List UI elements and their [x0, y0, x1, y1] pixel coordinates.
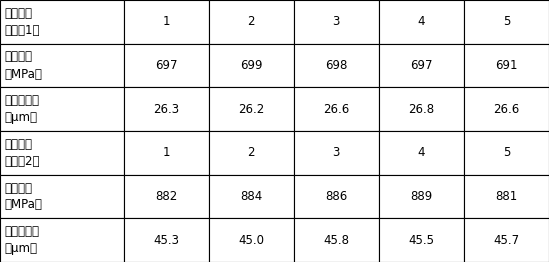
Bar — [124, 44, 209, 87]
Bar — [0, 175, 124, 218]
Bar — [209, 0, 294, 44]
Bar — [464, 87, 549, 131]
Bar — [379, 44, 464, 87]
Text: 26.3: 26.3 — [153, 103, 179, 116]
Text: 881: 881 — [495, 190, 518, 203]
Text: 4: 4 — [418, 15, 425, 28]
Text: 表面应力
（MPa）: 表面应力 （MPa） — [4, 51, 42, 80]
Text: 2: 2 — [248, 146, 255, 159]
Bar — [209, 87, 294, 131]
Text: 1: 1 — [163, 146, 170, 159]
Bar — [294, 131, 379, 175]
Bar — [294, 0, 379, 44]
Text: 4: 4 — [418, 146, 425, 159]
Bar — [379, 131, 464, 175]
Text: 889: 889 — [410, 190, 433, 203]
Text: 45.3: 45.3 — [153, 234, 179, 247]
Text: 45.8: 45.8 — [323, 234, 349, 247]
Bar — [294, 175, 379, 218]
Bar — [379, 0, 464, 44]
Text: 5: 5 — [503, 15, 510, 28]
Bar — [209, 218, 294, 262]
Bar — [209, 131, 294, 175]
Text: 样品编号
（样本2）: 样品编号 （样本2） — [4, 138, 40, 168]
Bar — [0, 131, 124, 175]
Text: 样品编号
（样本1）: 样品编号 （样本1） — [4, 7, 40, 37]
Bar — [294, 218, 379, 262]
Text: 45.5: 45.5 — [408, 234, 434, 247]
Bar — [464, 131, 549, 175]
Bar — [124, 218, 209, 262]
Bar — [124, 87, 209, 131]
Bar — [379, 218, 464, 262]
Bar — [124, 0, 209, 44]
Text: 应力层深度
（μm）: 应力层深度 （μm） — [4, 94, 40, 124]
Text: 3: 3 — [333, 146, 340, 159]
Bar — [464, 44, 549, 87]
Text: 697: 697 — [155, 59, 177, 72]
Text: 697: 697 — [410, 59, 433, 72]
Text: 26.2: 26.2 — [238, 103, 264, 116]
Text: 5: 5 — [503, 146, 510, 159]
Text: 698: 698 — [325, 59, 348, 72]
Bar — [0, 87, 124, 131]
Bar — [379, 175, 464, 218]
Bar — [209, 44, 294, 87]
Bar — [379, 87, 464, 131]
Bar — [209, 175, 294, 218]
Text: 26.6: 26.6 — [494, 103, 519, 116]
Bar — [0, 44, 124, 87]
Bar — [464, 0, 549, 44]
Bar — [0, 0, 124, 44]
Bar — [124, 175, 209, 218]
Bar — [294, 44, 379, 87]
Text: 26.8: 26.8 — [408, 103, 434, 116]
Text: 表面应力
（MPa）: 表面应力 （MPa） — [4, 182, 42, 211]
Bar — [0, 218, 124, 262]
Text: 45.7: 45.7 — [494, 234, 519, 247]
Text: 882: 882 — [155, 190, 177, 203]
Text: 699: 699 — [240, 59, 262, 72]
Text: 1: 1 — [163, 15, 170, 28]
Text: 691: 691 — [495, 59, 518, 72]
Bar — [464, 218, 549, 262]
Bar — [294, 87, 379, 131]
Bar — [124, 131, 209, 175]
Text: 886: 886 — [325, 190, 348, 203]
Text: 应力层深度
（μm）: 应力层深度 （μm） — [4, 225, 40, 255]
Text: 2: 2 — [248, 15, 255, 28]
Text: 26.6: 26.6 — [323, 103, 349, 116]
Text: 45.0: 45.0 — [238, 234, 264, 247]
Text: 884: 884 — [240, 190, 262, 203]
Bar — [464, 175, 549, 218]
Text: 3: 3 — [333, 15, 340, 28]
